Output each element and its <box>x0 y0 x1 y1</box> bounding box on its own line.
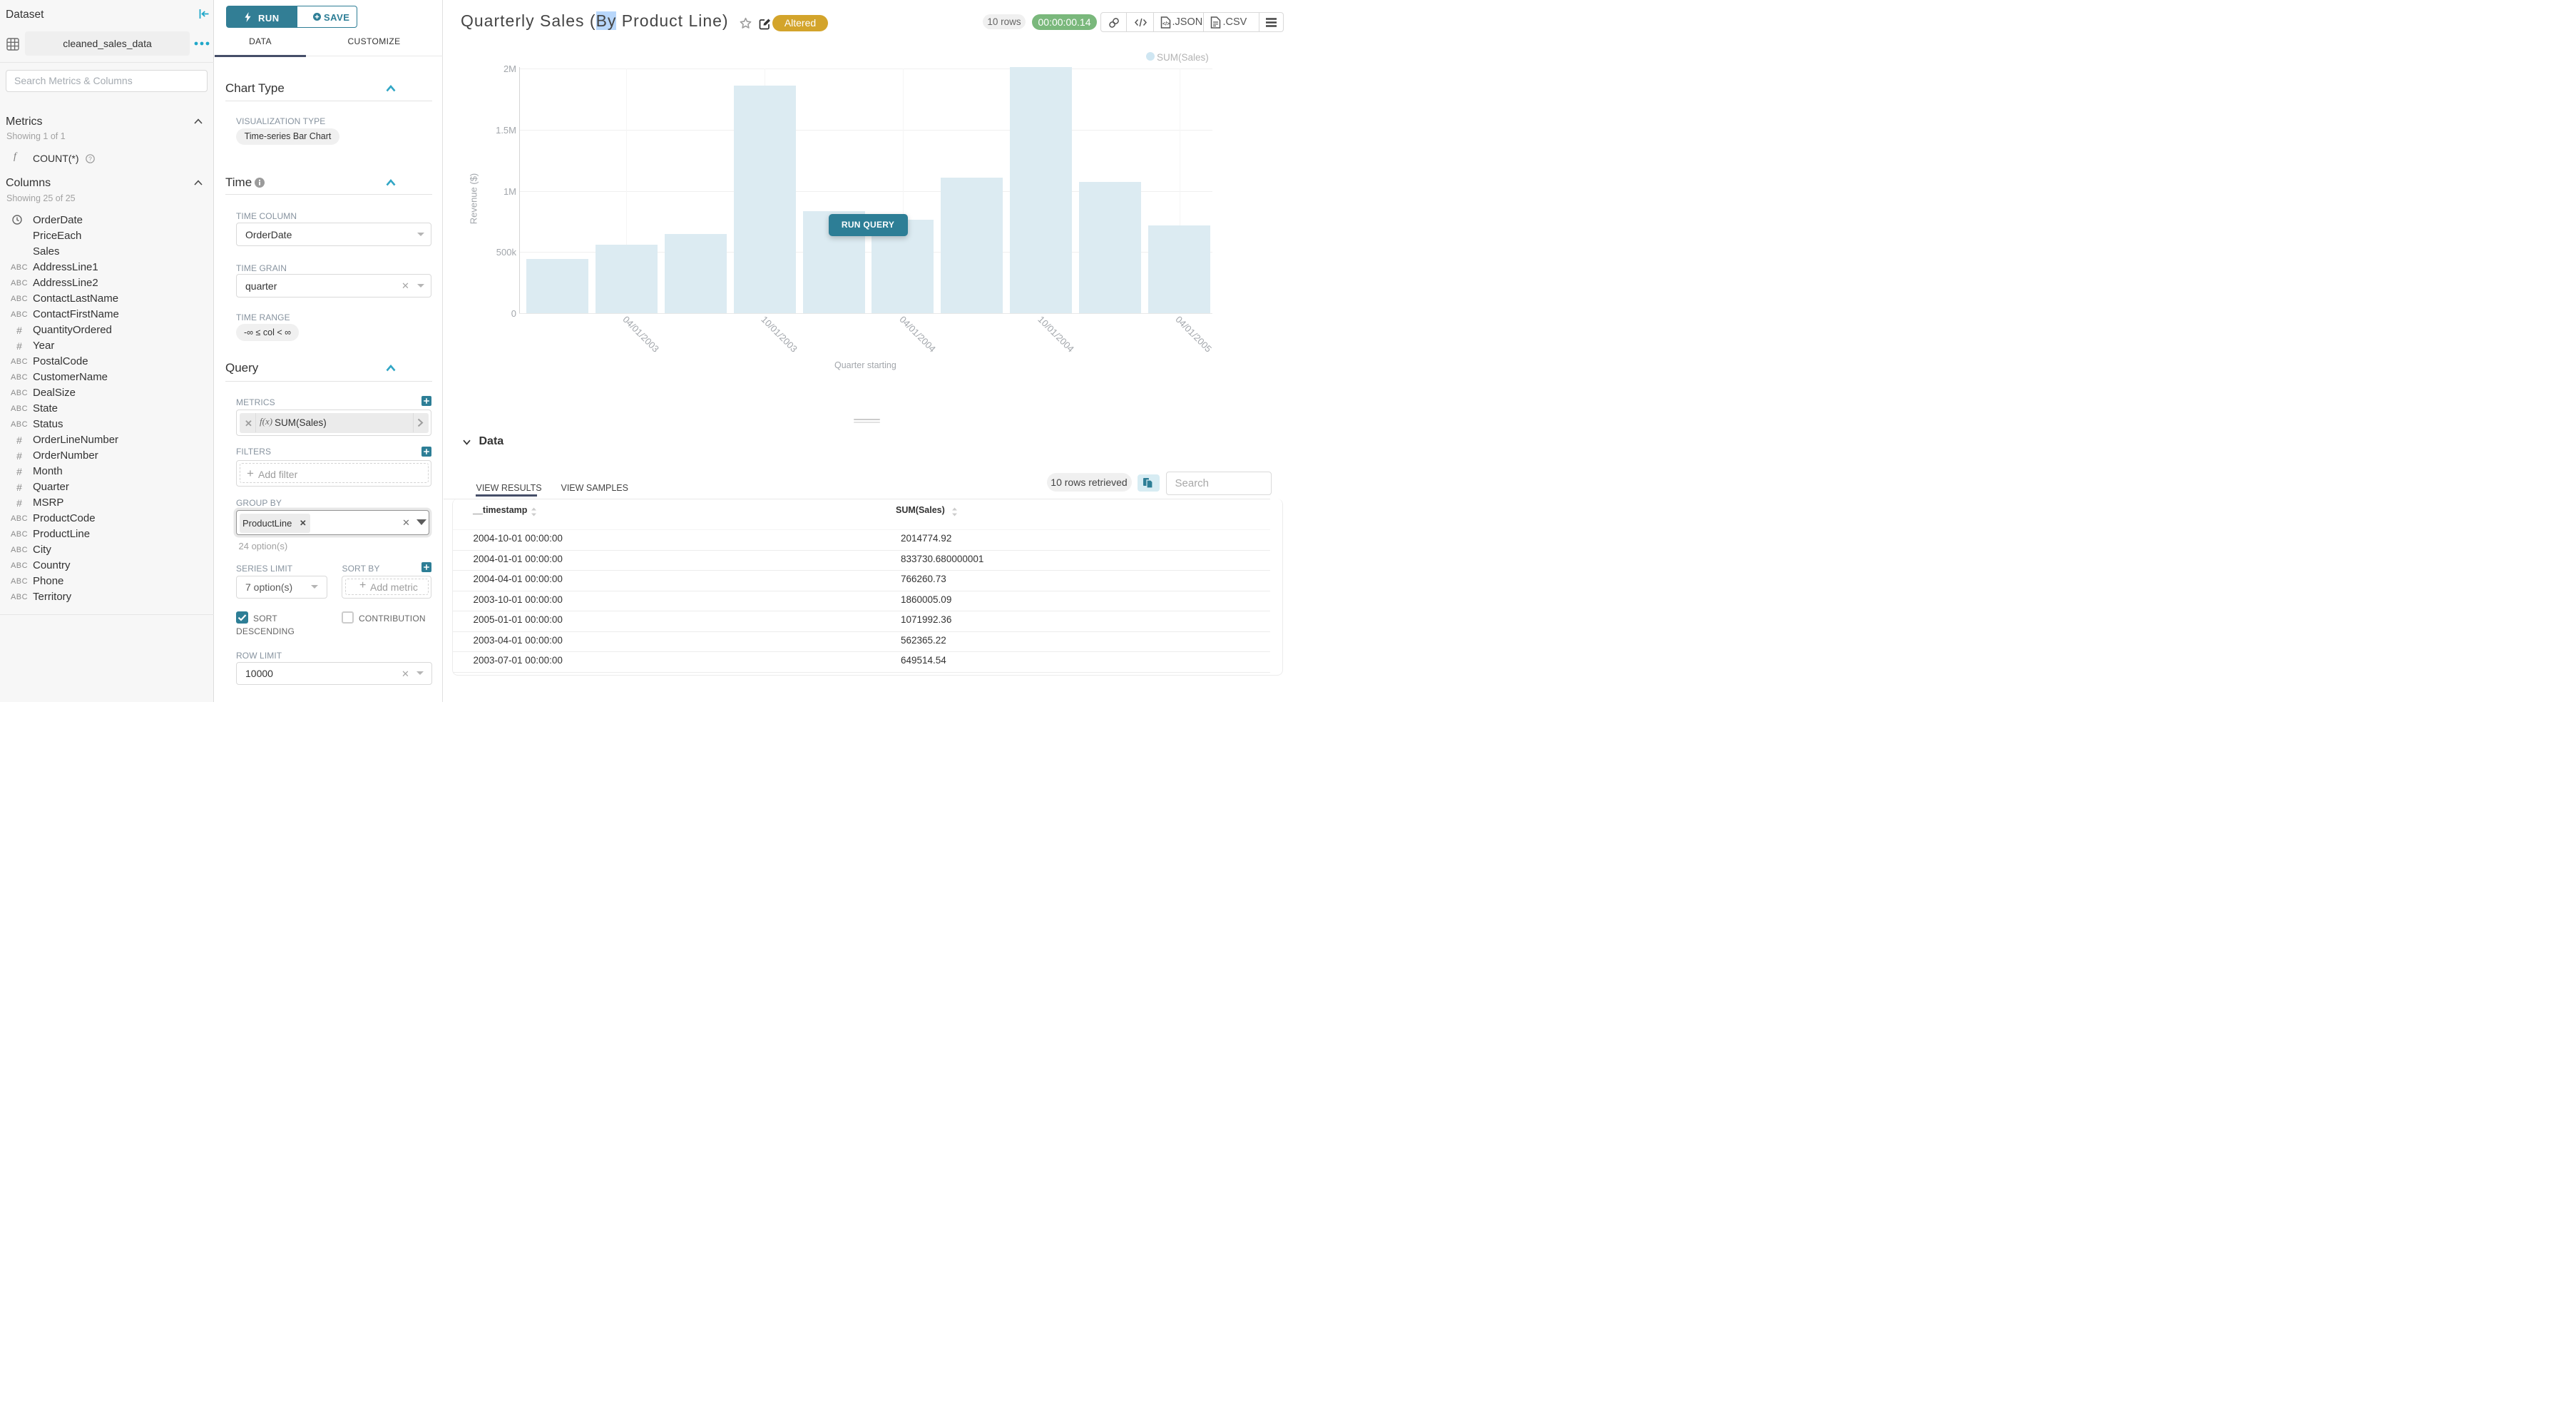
svg-text:</>: </> <box>1162 22 1170 27</box>
svg-text:?: ? <box>88 155 92 162</box>
